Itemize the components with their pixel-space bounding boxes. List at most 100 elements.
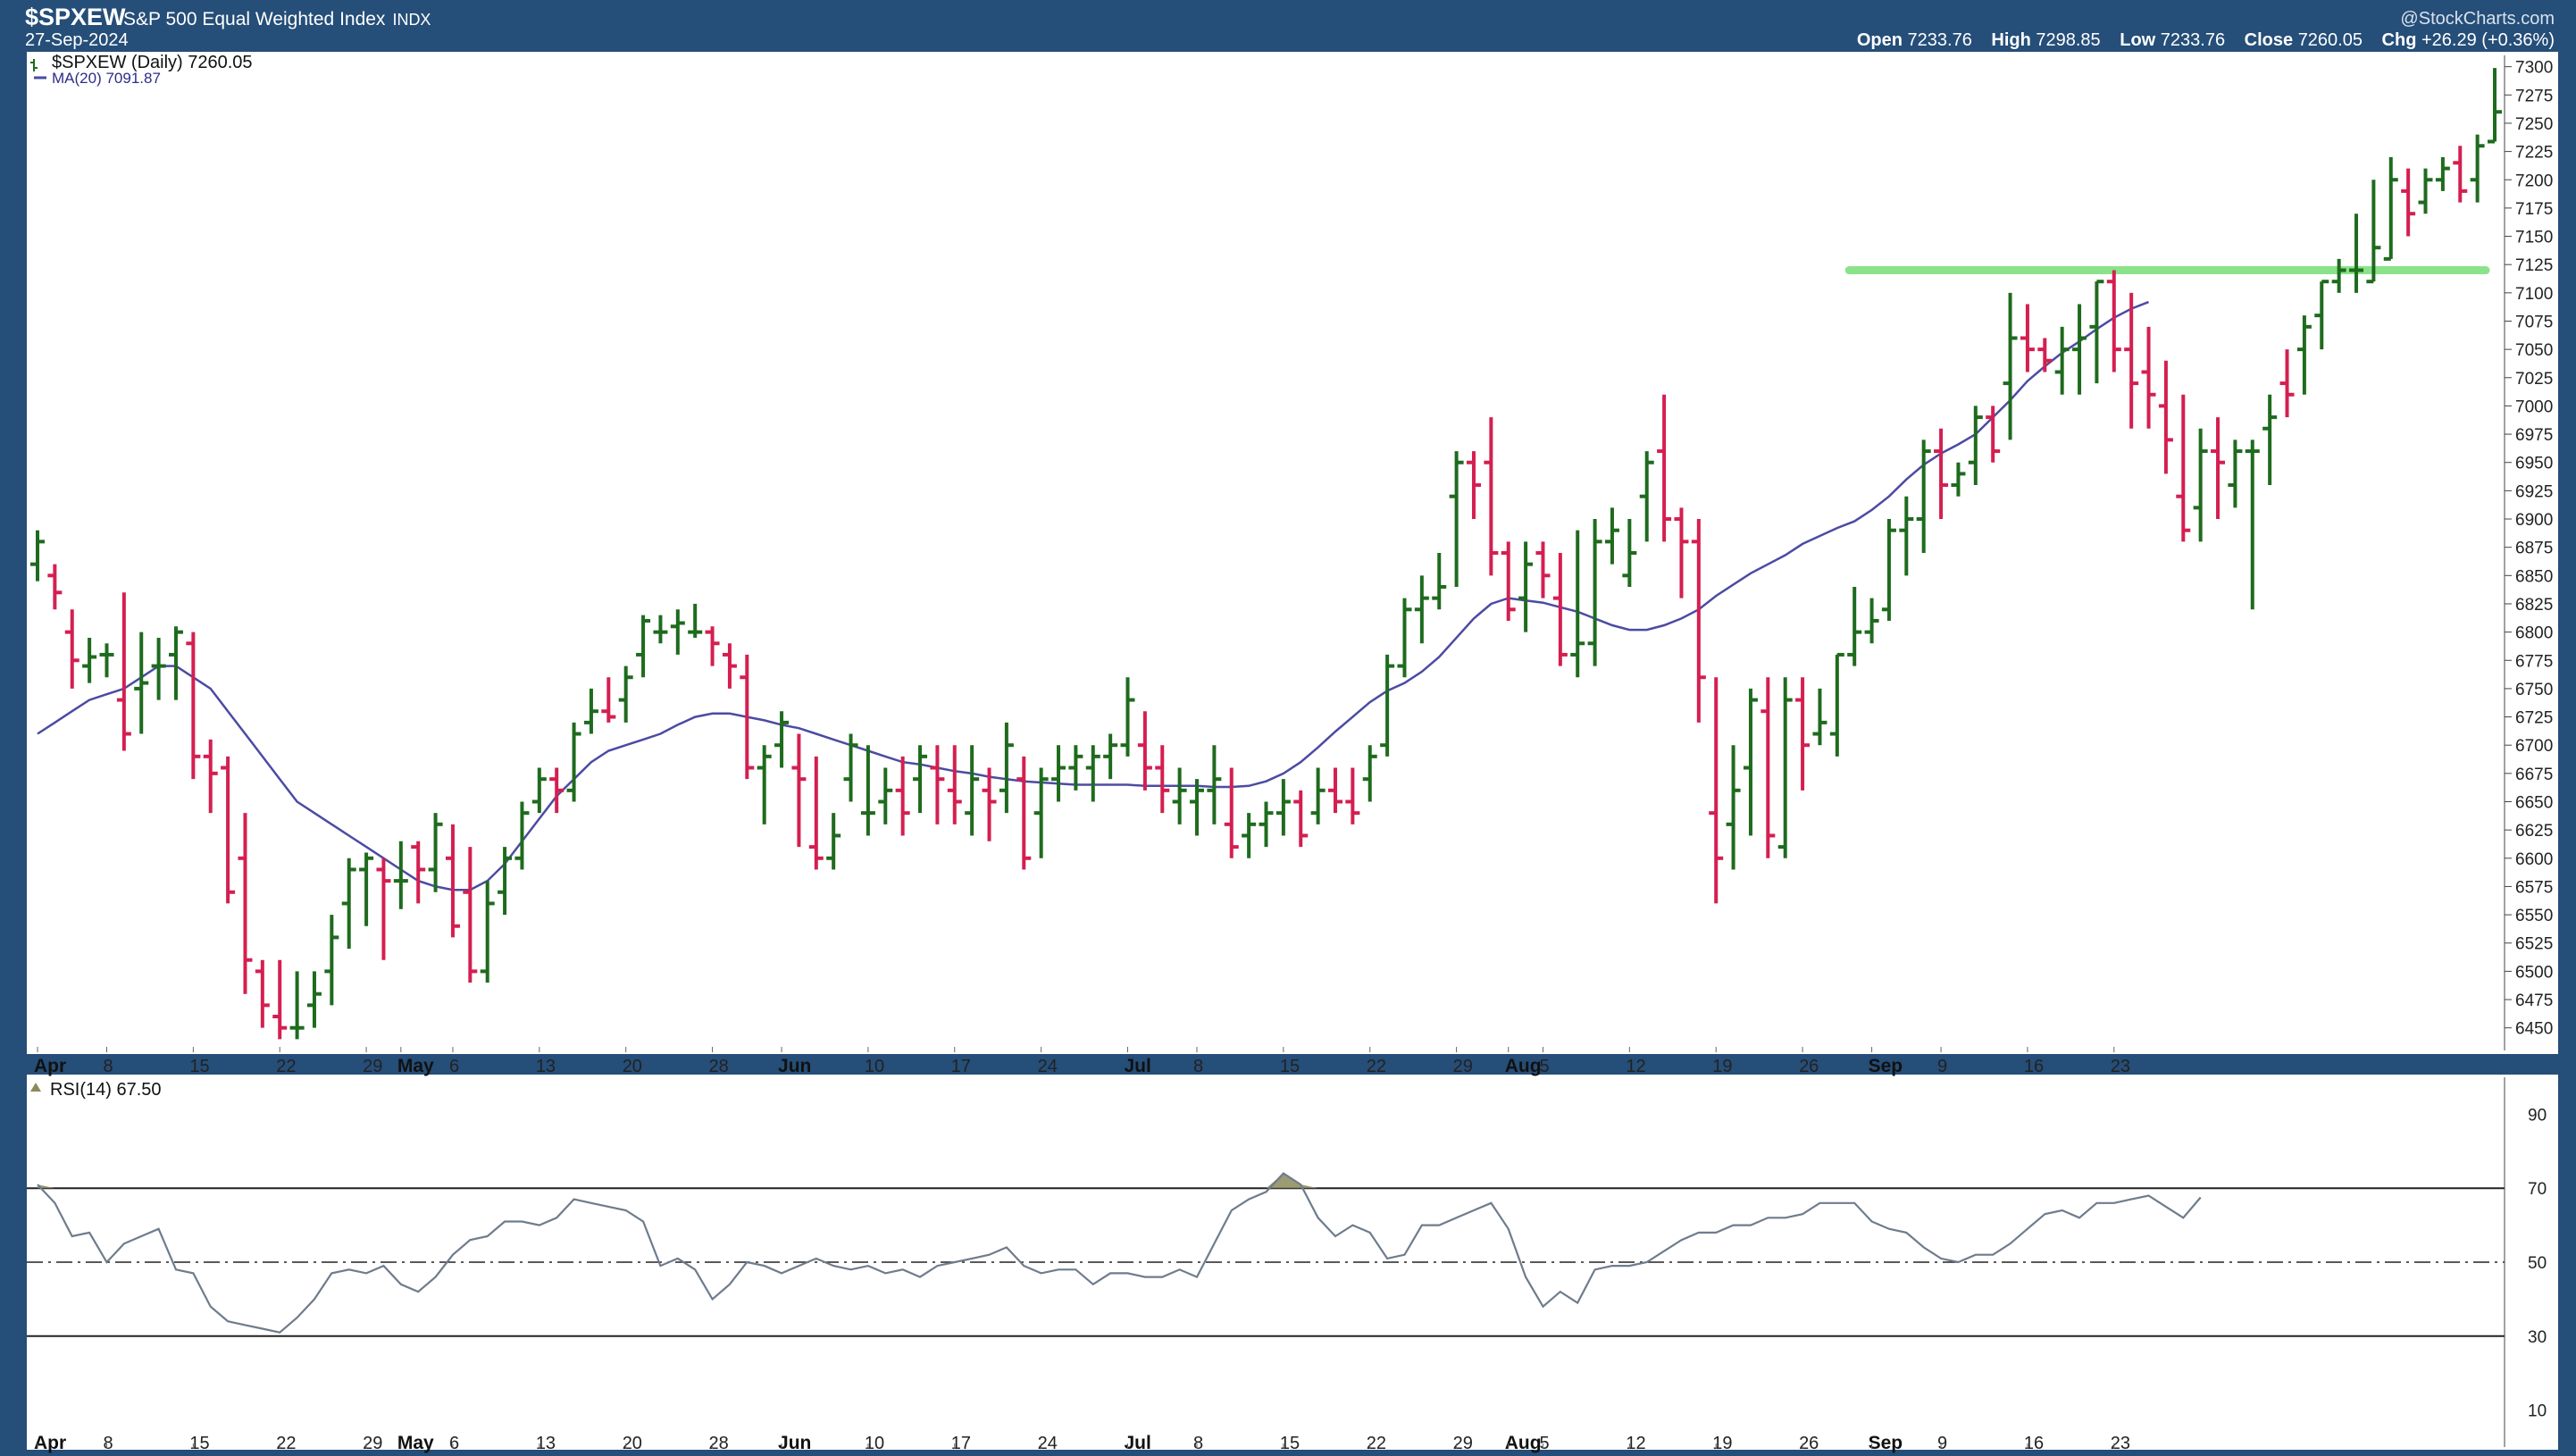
- rsi-x-tick-label: 23: [2111, 1434, 2130, 1453]
- ohlc-bar: [1743, 688, 1758, 836]
- rsi-y-tick-label: 50: [2528, 1254, 2547, 1273]
- chart-date: 27-Sep-2024: [25, 30, 129, 50]
- ohlc-bar: [1968, 406, 1983, 486]
- index-name: S&P 500 Equal Weighted Index INDX: [123, 9, 431, 30]
- price-x-tick-label: 9: [1937, 1057, 1947, 1076]
- ohlc-bar: [1242, 813, 1257, 858]
- price-x-tick-label: 17: [951, 1057, 971, 1076]
- price-x-tick-label: 6: [449, 1057, 459, 1076]
- price-y-tick-label: 6475: [2515, 992, 2553, 1010]
- ohlc-bar: [2245, 439, 2260, 610]
- low-value: 7233.76: [2160, 30, 2226, 50]
- price-x-tick-label: 5: [1539, 1057, 1549, 1076]
- ohlc-bar: [2228, 439, 2243, 508]
- ohlc-bar: [1691, 519, 1706, 723]
- ohlc-bar: [2383, 156, 2398, 261]
- ohlc-bar: [1259, 801, 1274, 848]
- ohlc-bar: [1934, 428, 1949, 520]
- ohlc-bar: [1518, 541, 1534, 632]
- ohlc-legend-icon: [30, 59, 38, 71]
- ohlc-bar: [1552, 553, 1568, 666]
- ohlc-bar: [2453, 146, 2468, 203]
- ohlc-bar: [514, 801, 530, 870]
- ohlc-bar: [2331, 258, 2346, 293]
- ohlc-bar: [618, 665, 633, 723]
- ohlc-bar: [359, 852, 374, 926]
- price-y-tick-label: 7175: [2515, 200, 2553, 219]
- rsi-x-tick-label: Aug: [1505, 1433, 1542, 1453]
- ohlc-bar: [1397, 598, 1412, 678]
- ohlc-bar: [1345, 767, 1360, 824]
- price-y-tick-label: 6500: [2515, 963, 2553, 982]
- high-label: High: [1991, 30, 2031, 50]
- ohlc-bar: [999, 722, 1014, 814]
- ohlc-bar: [2020, 304, 2035, 372]
- ma-legend: MA(20) 7091.87: [52, 70, 161, 87]
- ohlc-bar: [1570, 530, 1585, 678]
- ohlc-bar: [2401, 168, 2416, 237]
- ohlc-bar: [1016, 756, 1032, 870]
- rsi-x-tick-label: 16: [2024, 1434, 2044, 1453]
- rsi-y-tick-label: 30: [2528, 1328, 2547, 1347]
- ohlc-bar: [895, 756, 910, 836]
- ohlc-bar: [2124, 292, 2139, 429]
- ohlc-bar: [82, 637, 97, 683]
- ohlc-bar: [740, 654, 755, 780]
- ohlc-bar: [1864, 598, 1879, 644]
- rsi-x-tick-label: 9: [1937, 1434, 1947, 1453]
- open-value: 7233.76: [1907, 30, 1972, 50]
- price-x-tick-label: 28: [709, 1057, 729, 1076]
- rsi-x-tick-label: 15: [189, 1434, 209, 1453]
- price-x-tick-label: May: [397, 1056, 434, 1076]
- rsi-x-tick-label: 12: [1626, 1434, 1645, 1453]
- ohlc-bar: [341, 858, 356, 950]
- ohlc-bar: [306, 971, 322, 1028]
- ohlc-bar: [221, 756, 236, 904]
- ohlc-bar: [255, 959, 270, 1028]
- ohlc-bar: [1362, 745, 1377, 802]
- ohlc-bar: [1190, 779, 1205, 836]
- rsi-y-tick-label: 90: [2528, 1106, 2547, 1125]
- price-y-tick-label: 6625: [2515, 822, 2553, 841]
- ohlc-bar: [583, 688, 598, 734]
- ohlc-bar: [1726, 745, 1741, 870]
- ohlc-bar: [1310, 767, 1326, 824]
- ohlc-bar: [1881, 519, 1896, 621]
- ohlc-bar: [1137, 711, 1152, 791]
- price-y-tick-label: 6975: [2515, 426, 2553, 445]
- ohlc-bar: [1068, 745, 1083, 791]
- price-y-tick-label: 6700: [2515, 737, 2553, 756]
- ohlc-bar: [463, 847, 478, 983]
- axes: 6450647565006525655065756600662566506675…: [30, 55, 2553, 1453]
- index-name-text: S&P 500 Equal Weighted Index: [123, 9, 386, 29]
- ohlc-bar: [186, 632, 201, 780]
- rsi-x-tick-label: 29: [1453, 1434, 1473, 1453]
- ohlc-bar: [1622, 519, 1637, 587]
- ohlc-bar: [1449, 451, 1464, 587]
- price-y-tick-label: 7300: [2515, 59, 2553, 78]
- ohlc-bar: [1899, 496, 1914, 576]
- high-value: 7298.85: [2036, 30, 2101, 50]
- ohlc-bar: [1085, 745, 1100, 802]
- ohlc-bar: [151, 637, 166, 700]
- rsi-x-tick-label: 15: [1280, 1434, 1300, 1453]
- ohlc-bar: [1587, 519, 1602, 666]
- ohlc-bar: [688, 603, 703, 638]
- ohlc-bar: [1103, 733, 1118, 780]
- brand-label: @StockCharts.com: [2400, 9, 2555, 29]
- rsi-x-tick-label: Sep: [1869, 1433, 1903, 1453]
- ohlc-bar: [1812, 688, 1827, 746]
- ohlc-bar: [376, 858, 391, 960]
- rsi-x-tick-label: 19: [1712, 1434, 1732, 1453]
- price-y-tick-label: 6600: [2515, 850, 2553, 869]
- ohlc-bar: [601, 677, 616, 723]
- ohlc-bar: [411, 841, 426, 904]
- rsi-x-tick-label: 22: [276, 1434, 296, 1453]
- ohlc-bar: [1224, 767, 1239, 858]
- ohlc-bar: [1951, 462, 1966, 497]
- price-y-tick-label: 7150: [2515, 229, 2553, 247]
- ohlc-bar: [64, 609, 79, 689]
- price-y-tick-label: 6900: [2515, 511, 2553, 530]
- price-x-tick-label: 29: [1453, 1057, 1473, 1076]
- ohlc-bar: [2003, 292, 2018, 440]
